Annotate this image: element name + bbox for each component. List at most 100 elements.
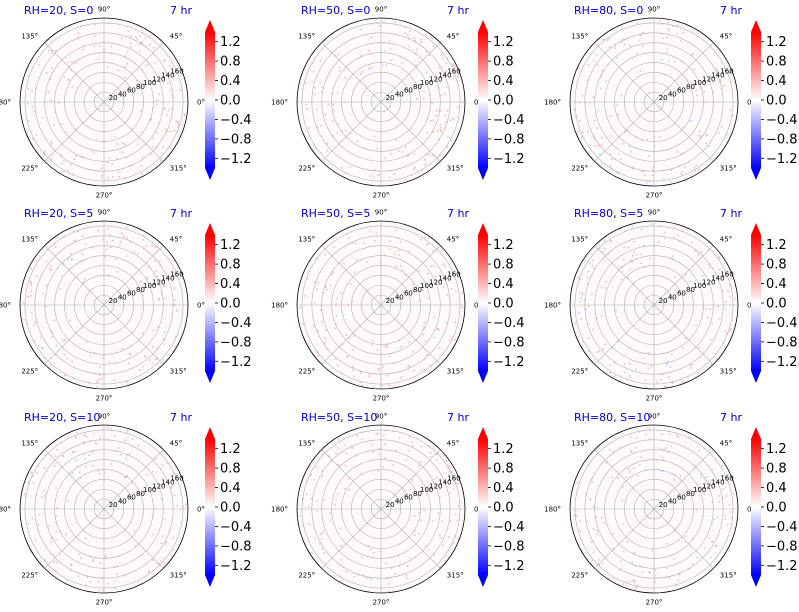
speckle-mark (137, 444, 139, 447)
speckle-mark (416, 48, 418, 51)
colorbar-tick-label: −0.8 (493, 335, 525, 350)
speckle-mark (125, 237, 128, 239)
colorbar-extend-high (751, 427, 761, 439)
speckle-mark (92, 247, 94, 249)
speckle-mark (726, 523, 729, 526)
colorbar-extend-high (205, 427, 215, 439)
angle-tick-label: 225° (571, 571, 588, 579)
speckle-mark (123, 574, 126, 577)
speckle-mark (332, 271, 334, 274)
speckle-mark (113, 566, 115, 568)
speckle-mark (659, 136, 661, 139)
speckle-mark (596, 64, 599, 66)
speckle-mark (154, 260, 156, 263)
speckle-mark (63, 76, 65, 78)
speckle-mark (706, 134, 708, 136)
speckle-mark (579, 292, 582, 294)
colorbar-extend-low (205, 168, 215, 180)
speckle-mark (43, 467, 45, 469)
speckle-mark (426, 243, 428, 246)
colorbar-extend-low (478, 575, 488, 587)
speckle-mark (317, 330, 319, 332)
speckle-mark (82, 281, 85, 284)
speckle-mark (85, 341, 88, 344)
colorbar-gradient (751, 235, 761, 371)
colorbar-extend-low (205, 371, 215, 383)
speckle-mark (453, 118, 455, 121)
speckle-mark (144, 356, 147, 359)
speckle-mark (618, 265, 620, 268)
angle-tick-label: 315° (447, 367, 464, 375)
speckle-mark (718, 318, 721, 320)
speckle-mark (591, 477, 594, 480)
speckle-mark (428, 54, 431, 56)
speckle-mark (423, 509, 426, 511)
speckle-mark (344, 487, 346, 490)
speckle-mark (704, 133, 707, 136)
speckle-mark (97, 229, 99, 232)
speckle-mark (712, 90, 714, 93)
speckle-mark (121, 37, 123, 39)
speckle-mark (724, 518, 727, 520)
speckle-mark (70, 564, 73, 567)
speckle-field (574, 223, 736, 388)
angle-tick-label: 270° (646, 395, 663, 403)
speckle-mark (388, 240, 391, 242)
speckle-mark (725, 301, 727, 303)
speckle-mark (640, 456, 643, 459)
speckle-mark (722, 488, 724, 490)
speckle-mark (369, 175, 372, 177)
speckle-mark (405, 574, 408, 576)
speckle-mark (163, 562, 166, 564)
speckle-mark (444, 127, 447, 129)
speckle-mark (629, 268, 632, 270)
speckle-mark (605, 462, 608, 464)
speckle-mark (426, 354, 429, 356)
speckle-mark (73, 158, 76, 160)
speckle-mark (77, 32, 80, 35)
radial-tick-label: 120 (152, 75, 165, 83)
speckle-mark (426, 153, 429, 156)
speckle-mark (597, 144, 600, 147)
speckle-mark (661, 433, 664, 436)
colorbar-extend-low (751, 168, 761, 180)
speckle-mark (407, 450, 410, 452)
speckle-mark (349, 166, 351, 168)
speckle-mark (574, 514, 576, 516)
colorbar-tick-label: 1.2 (220, 35, 241, 50)
speckle-mark (600, 286, 603, 289)
speckle-mark (329, 512, 332, 514)
speckle-mark (129, 452, 131, 455)
speckle-mark (122, 235, 125, 237)
speckle-mark (581, 135, 583, 138)
speckle-mark (51, 331, 53, 334)
angle-tick-label: 180° (544, 99, 561, 107)
speckle-mark (710, 75, 712, 78)
angle-tick-label: 90° (98, 6, 110, 14)
speckle-mark (35, 493, 38, 496)
speckle-mark (677, 579, 679, 582)
speckle-mark (102, 589, 104, 591)
angle-tick-label: 135° (21, 236, 38, 244)
speckle-mark (337, 364, 339, 367)
speckle-mark (155, 246, 158, 249)
speckle-mark (140, 280, 142, 283)
speckle-mark (715, 544, 717, 547)
speckle-mark (413, 515, 416, 517)
speckle-mark (102, 238, 105, 241)
speckle-mark (76, 465, 78, 468)
speckle-mark (321, 547, 324, 550)
speckle-mark (643, 174, 646, 177)
speckle-mark (345, 334, 348, 336)
speckle-mark (357, 574, 360, 577)
colorbar-tick-label: −1.2 (493, 152, 525, 167)
speckle-mark (50, 52, 53, 55)
speckle-mark (711, 540, 714, 543)
radial-tick-label: 60 (404, 87, 413, 95)
speckle-mark (401, 269, 404, 272)
speckle-mark (617, 340, 619, 343)
speckle-mark (725, 330, 727, 333)
speckle-mark (670, 169, 672, 172)
speckle-mark (408, 37, 410, 40)
radial-tick-label: 80 (136, 490, 145, 498)
